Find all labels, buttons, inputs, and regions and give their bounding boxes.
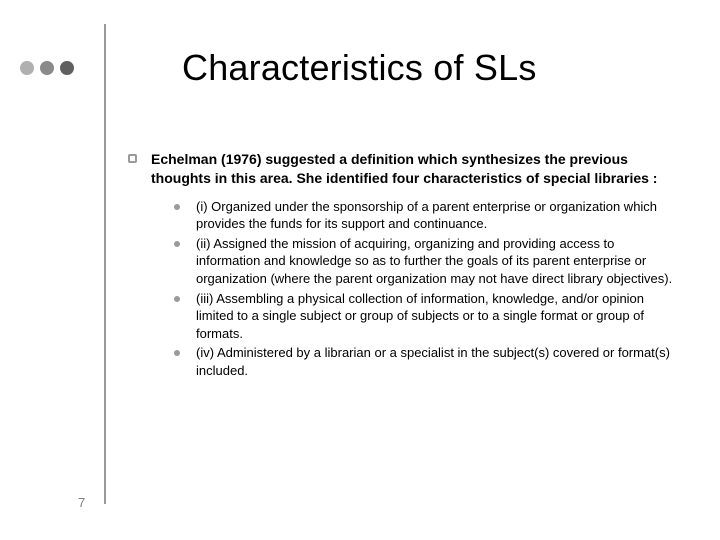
slide-title: Characteristics of SLs <box>182 47 537 89</box>
list-item-text: (i) Organized under the sponsorship of a… <box>196 198 680 233</box>
list-item: (ii) Assigned the mission of acquiring, … <box>174 235 680 288</box>
dot-icon <box>60 61 74 75</box>
page-number: 7 <box>78 495 85 510</box>
square-bullet-icon <box>128 154 137 163</box>
round-bullet-icon <box>174 204 180 210</box>
list-item-text: (iv) Administered by a librarian or a sp… <box>196 344 680 379</box>
list-item: (iii) Assembling a physical collection o… <box>174 290 680 343</box>
round-bullet-icon <box>174 241 180 247</box>
accent-dots <box>20 61 74 75</box>
characteristics-list: (i) Organized under the sponsorship of a… <box>174 198 680 379</box>
round-bullet-icon <box>174 296 180 302</box>
dot-icon <box>40 61 54 75</box>
list-item: (iv) Administered by a librarian or a sp… <box>174 344 680 379</box>
list-item-text: (iii) Assembling a physical collection o… <box>196 290 680 343</box>
slide-body: Echelman (1976) suggested a definition w… <box>128 150 680 381</box>
slide: Characteristics of SLs Echelman (1976) s… <box>0 0 720 540</box>
intro-text: Echelman (1976) suggested a definition w… <box>151 150 680 188</box>
round-bullet-icon <box>174 350 180 356</box>
dot-icon <box>20 61 34 75</box>
list-item-text: (ii) Assigned the mission of acquiring, … <box>196 235 680 288</box>
intro-item: Echelman (1976) suggested a definition w… <box>128 150 680 188</box>
header: Characteristics of SLs <box>20 36 700 100</box>
list-item: (i) Organized under the sponsorship of a… <box>174 198 680 233</box>
